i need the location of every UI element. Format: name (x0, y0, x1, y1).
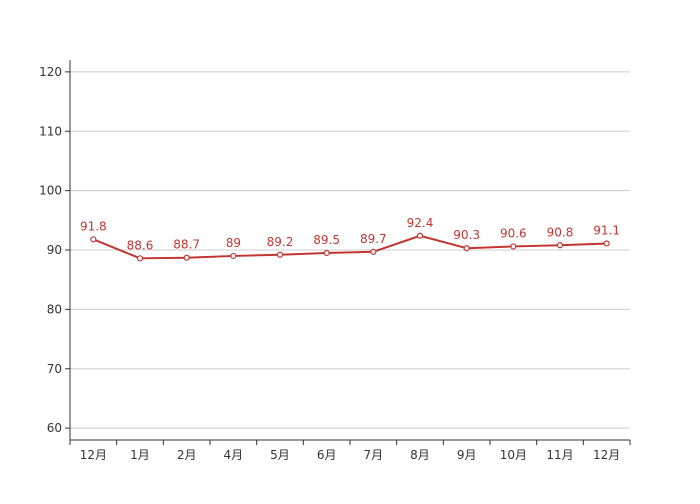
y-tick-label: 120 (39, 65, 62, 79)
x-tick-label: 11月 (546, 448, 573, 462)
data-label: 91.1 (593, 223, 620, 237)
y-tick-label: 70 (47, 362, 62, 376)
y-tick-label: 60 (47, 421, 62, 435)
data-label: 90.3 (453, 228, 480, 242)
series-line (92, 234, 607, 260)
data-label: 89.7 (360, 232, 387, 246)
data-point[interactable] (463, 245, 470, 252)
x-tick-label: 12月 (593, 448, 620, 462)
data-point[interactable] (230, 252, 237, 260)
x-tick-label: 6月 (317, 448, 337, 462)
x-tick-label: 2月 (177, 448, 197, 462)
y-tick-label: 80 (47, 302, 62, 316)
x-tick-label: 7月 (364, 448, 384, 462)
series-layer (90, 232, 610, 262)
x-tick-label: 5月 (270, 448, 290, 462)
data-label: 90.6 (500, 226, 527, 240)
data-labels: 91.8 88.6 88.7 89 89.2 89.5 89.7 92.4 90.3 90.6 90… (80, 216, 620, 253)
data-label: 88.7 (173, 238, 200, 252)
x-tick-label: 8月 (410, 448, 430, 462)
data-label: 88.6 (127, 238, 154, 252)
y-tick-label: 100 (39, 184, 62, 198)
x-tick-label: 4月 (224, 448, 244, 462)
data-point[interactable] (370, 248, 377, 255)
x-tick-label: 12月 (80, 448, 107, 462)
x-tick-label: 10月 (500, 448, 527, 462)
x-tick-label: 9月 (457, 448, 477, 462)
data-label: 91.8 (80, 219, 107, 233)
data-label: 89.5 (313, 233, 340, 247)
data-point[interactable] (323, 249, 330, 257)
data-label: 90.8 (547, 225, 574, 239)
y-tick-label: 110 (39, 124, 62, 138)
data-point[interactable] (90, 236, 97, 243)
data-point[interactable] (136, 255, 144, 262)
data-label: 89 (226, 236, 241, 250)
y-tick-label: 90 (47, 243, 62, 257)
data-point[interactable] (556, 242, 564, 249)
data-label: 92.4 (407, 216, 434, 230)
data-point[interactable] (510, 243, 517, 250)
grid-lines (70, 71, 630, 429)
x-tick-label: 1月 (130, 448, 150, 462)
data-label: 89.2 (267, 235, 294, 249)
data-point[interactable] (276, 251, 284, 258)
data-point[interactable] (603, 240, 610, 247)
data-point[interactable] (183, 254, 190, 261)
data-point[interactable] (416, 232, 424, 239)
axes: 60 70 80 90 100 110 120 12月 1月 2月 4月 5月 6月 7月 8月 9月 10月 1… (39, 60, 631, 462)
